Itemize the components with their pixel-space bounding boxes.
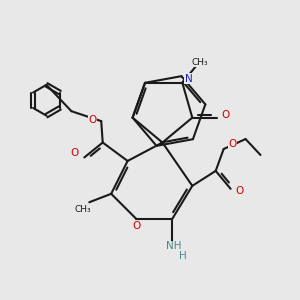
Text: H: H xyxy=(179,250,187,260)
Text: O: O xyxy=(221,110,230,120)
Text: CH₃: CH₃ xyxy=(191,58,208,67)
Text: CH₃: CH₃ xyxy=(74,205,91,214)
Text: NH: NH xyxy=(166,241,181,251)
Text: O: O xyxy=(88,115,96,125)
Text: O: O xyxy=(70,148,79,158)
Text: O: O xyxy=(236,186,244,196)
Text: N: N xyxy=(185,74,193,84)
Text: O: O xyxy=(132,221,140,231)
Text: O: O xyxy=(229,139,237,149)
